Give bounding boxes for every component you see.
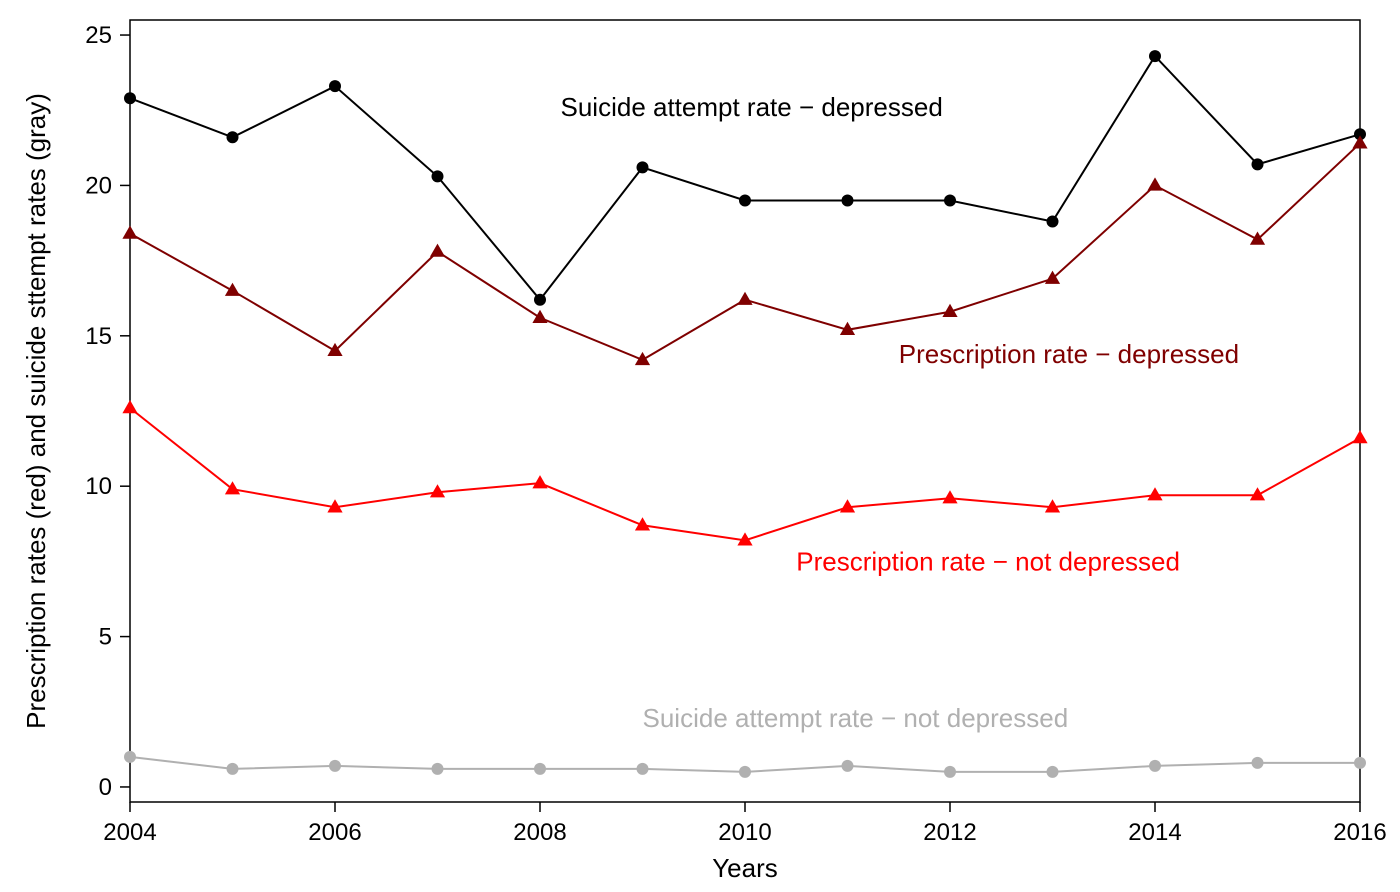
marker-circle xyxy=(1149,50,1161,62)
series-label-suicide_depressed: Suicide attempt rate − depressed xyxy=(561,92,943,122)
marker-circle xyxy=(1149,760,1161,772)
marker-triangle xyxy=(225,481,240,494)
marker-circle xyxy=(432,763,444,775)
marker-circle xyxy=(1047,766,1059,778)
x-tick-label: 2012 xyxy=(923,819,976,846)
series-label-suicide_not_depressed: Suicide attempt rate − not depressed xyxy=(643,703,1069,733)
marker-circle xyxy=(432,170,444,182)
y-tick-label: 10 xyxy=(85,473,112,500)
marker-circle xyxy=(534,294,546,306)
marker-triangle xyxy=(942,490,957,503)
marker-circle xyxy=(637,161,649,173)
marker-triangle xyxy=(122,400,137,413)
x-tick-label: 2006 xyxy=(308,819,361,846)
marker-triangle xyxy=(1352,430,1367,443)
y-tick-label: 25 xyxy=(85,22,112,49)
marker-circle xyxy=(227,131,239,143)
series-label-prescription_not_depressed: Prescription rate − not depressed xyxy=(796,546,1180,576)
line-chart: 2004 2006 2008 2010 2012 2014 2016 0 5 10 15 20 25 Ye… xyxy=(0,0,1400,892)
marker-circle xyxy=(637,763,649,775)
marker-triangle xyxy=(225,283,240,296)
marker-circle xyxy=(329,80,341,92)
chart-container: 2004 2006 2008 2010 2012 2014 2016 0 5 10 15 20 25 Ye… xyxy=(0,0,1400,892)
marker-circle xyxy=(534,763,546,775)
marker-triangle xyxy=(737,292,752,305)
marker-circle xyxy=(739,766,751,778)
x-tick-label: 2014 xyxy=(1128,819,1181,846)
x-tick-label: 2016 xyxy=(1333,819,1386,846)
y-tick-label: 0 xyxy=(99,774,112,801)
y-tick-label: 15 xyxy=(85,323,112,350)
marker-triangle xyxy=(532,310,547,323)
marker-circle xyxy=(842,760,854,772)
x-tick-label: 2004 xyxy=(103,819,156,846)
y-tick-label: 5 xyxy=(99,624,112,651)
x-axis-title: Years xyxy=(712,853,778,883)
marker-triangle xyxy=(122,226,137,239)
marker-circle xyxy=(739,194,751,206)
marker-circle xyxy=(124,92,136,104)
marker-circle xyxy=(124,751,136,763)
x-tick-label: 2010 xyxy=(718,819,771,846)
series-line-prescription_not_depressed xyxy=(130,408,1360,540)
marker-triangle xyxy=(1250,487,1265,500)
marker-triangle xyxy=(430,244,445,257)
marker-triangle xyxy=(1147,177,1162,190)
marker-circle xyxy=(1252,757,1264,769)
plot-box xyxy=(130,20,1360,802)
marker-circle xyxy=(329,760,341,772)
marker-triangle xyxy=(532,475,547,488)
marker-circle xyxy=(944,766,956,778)
series-label-prescription_depressed: Prescription rate − depressed xyxy=(899,339,1239,369)
y-axis-title: Prescription rates (red) and suicide stt… xyxy=(21,93,51,729)
marker-circle xyxy=(227,763,239,775)
x-tick-label: 2008 xyxy=(513,819,566,846)
marker-circle xyxy=(1047,216,1059,228)
marker-circle xyxy=(1354,757,1366,769)
marker-circle xyxy=(1252,158,1264,170)
series-line-prescription_depressed xyxy=(130,143,1360,360)
marker-circle xyxy=(944,194,956,206)
marker-triangle xyxy=(1147,487,1162,500)
marker-circle xyxy=(842,194,854,206)
marker-triangle xyxy=(1352,135,1367,148)
y-tick-label: 20 xyxy=(85,172,112,199)
